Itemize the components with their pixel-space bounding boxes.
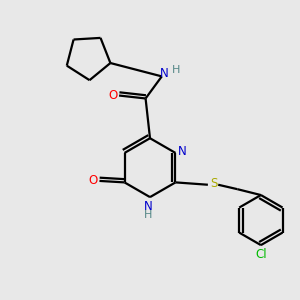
Text: H: H: [144, 210, 153, 220]
Text: N: N: [144, 200, 153, 213]
Text: N: N: [178, 145, 186, 158]
Text: N: N: [160, 67, 169, 80]
Text: O: O: [88, 174, 98, 188]
Text: O: O: [108, 89, 117, 102]
Text: S: S: [211, 177, 218, 190]
Text: H: H: [172, 65, 181, 75]
Text: Cl: Cl: [255, 248, 267, 261]
